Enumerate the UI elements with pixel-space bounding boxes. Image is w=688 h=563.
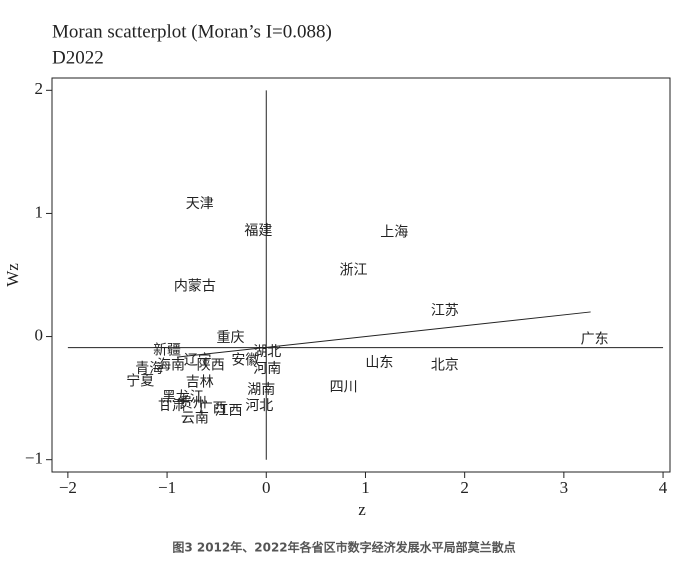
figure-caption: 图3 2012年、2022年各省区市数字经济发展水平局部莫兰散点	[172, 540, 515, 555]
point-label: 江西	[215, 403, 243, 419]
point-label: 天津	[186, 196, 214, 212]
point-label: 浙江	[340, 263, 368, 279]
y-tick-label: −1	[25, 449, 43, 468]
x-tick-label: 3	[560, 478, 569, 497]
point-label: 内蒙古	[174, 279, 216, 295]
y-tick-label: 2	[35, 79, 44, 98]
point-label: 宁夏	[126, 372, 154, 389]
point-label: 湖南	[247, 382, 275, 398]
x-tick-label: 1	[361, 478, 370, 497]
x-tick-label: −1	[158, 478, 176, 497]
x-tick-label: −2	[59, 478, 77, 497]
point-label: 山东	[365, 355, 393, 371]
plot-frame	[51, 77, 671, 473]
point-label: 广西	[199, 400, 227, 416]
fit-line	[176, 311, 591, 358]
point-label: 河北	[245, 398, 273, 414]
point-label: 江苏	[431, 303, 459, 319]
point-label: 甘肃	[158, 398, 186, 414]
point-label: 福建	[244, 223, 272, 239]
y-tick-label: 0	[35, 325, 44, 344]
point-label: 河南	[253, 361, 281, 377]
chart-title: Moran scatterplot (Moran’s I=0.088)	[52, 21, 332, 42]
point-label: 安徽	[231, 352, 259, 368]
point-label: 云南	[181, 410, 209, 426]
y-tick-label: 1	[35, 202, 44, 221]
point-label: 辽宁	[184, 351, 212, 368]
point-label: 上海	[380, 224, 408, 240]
point-label: 重庆	[217, 330, 245, 346]
point-label: 四川	[330, 380, 358, 395]
point-label: 贵州	[179, 396, 207, 412]
chart-subtitle: D2022	[52, 47, 104, 68]
point-label: 新疆	[153, 343, 181, 359]
point-label: 湖北	[253, 344, 281, 360]
x-tick-label: 0	[262, 478, 271, 497]
x-tick-label: 4	[659, 478, 668, 497]
x-tick-label: 2	[460, 478, 469, 497]
point-label: 北京	[431, 357, 459, 373]
point-label: 广东	[581, 331, 609, 347]
x-axis-label: z	[358, 500, 366, 519]
point-label: 陕西	[197, 357, 225, 373]
y-axis-label: Wz	[3, 263, 22, 287]
point-label: 黑龙江	[162, 389, 204, 405]
point-label: 吉林	[186, 375, 214, 391]
point-label: 海南	[157, 357, 185, 373]
point-label: 青海	[135, 361, 163, 377]
